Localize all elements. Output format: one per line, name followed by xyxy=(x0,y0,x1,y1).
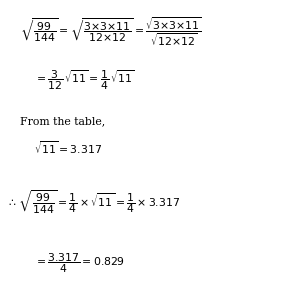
Text: From the table,: From the table, xyxy=(20,117,105,126)
Text: $\sqrt{11} = 3.317$: $\sqrt{11} = 3.317$ xyxy=(34,139,102,156)
Text: $\therefore\, \sqrt{\dfrac{99}{144}} = \dfrac{1}{4} \times \sqrt{11} = \dfrac{1}: $\therefore\, \sqrt{\dfrac{99}{144}} = \… xyxy=(6,188,180,216)
Text: $= \dfrac{3.317}{4} = 0.829$: $= \dfrac{3.317}{4} = 0.829$ xyxy=(34,251,125,275)
Text: $= \dfrac{3}{12}\,\sqrt{11} = \dfrac{1}{4}\,\sqrt{11}$: $= \dfrac{3}{12}\,\sqrt{11} = \dfrac{1}{… xyxy=(34,69,135,92)
Text: $\sqrt{\dfrac{99}{144}} = \sqrt{\dfrac{3{\times}3{\times}11}{12{\times}12}} = \d: $\sqrt{\dfrac{99}{144}} = \sqrt{\dfrac{3… xyxy=(20,16,202,48)
